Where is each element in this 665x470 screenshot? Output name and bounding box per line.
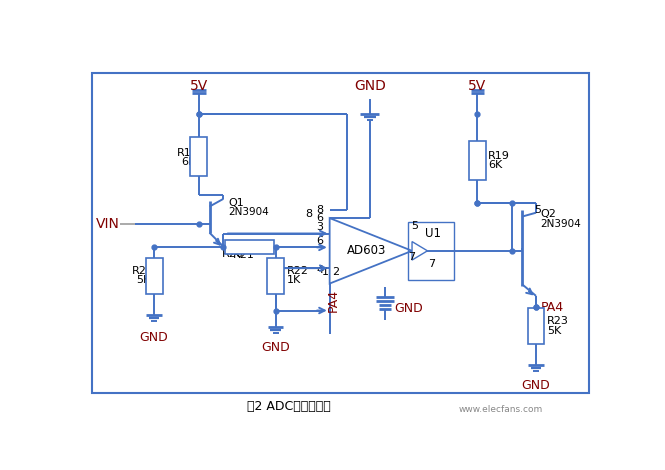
Text: R21: R21 — [132, 266, 154, 276]
Text: www.elecfans.com: www.elecfans.com — [458, 405, 543, 414]
Text: 8: 8 — [306, 209, 313, 219]
Text: GND: GND — [521, 379, 551, 392]
Text: 5K: 5K — [136, 275, 150, 285]
Text: R20: R20 — [222, 249, 244, 259]
Text: 1K: 1K — [287, 275, 301, 285]
Text: 5: 5 — [411, 221, 418, 231]
Text: 5V: 5V — [468, 78, 487, 93]
Text: 6: 6 — [317, 236, 323, 246]
Text: 4K: 4K — [243, 240, 256, 250]
Bar — [225, 241, 274, 254]
Text: 6: 6 — [317, 213, 323, 223]
Text: R19: R19 — [488, 151, 510, 161]
Text: 2N3904: 2N3904 — [228, 207, 269, 217]
Text: 4: 4 — [317, 265, 323, 274]
Text: 5K: 5K — [547, 326, 561, 336]
Text: 6K: 6K — [488, 160, 503, 170]
Text: R22: R22 — [287, 266, 309, 276]
Bar — [527, 308, 545, 344]
Text: 3: 3 — [317, 222, 323, 232]
Text: 6K: 6K — [181, 157, 195, 167]
Text: 8: 8 — [317, 205, 323, 215]
Bar — [146, 258, 162, 294]
Polygon shape — [330, 218, 412, 283]
Text: 7: 7 — [428, 259, 435, 269]
Bar — [469, 141, 486, 180]
Polygon shape — [412, 242, 428, 260]
Text: GND: GND — [354, 78, 386, 93]
Text: GND: GND — [394, 302, 422, 315]
Text: 2N3904: 2N3904 — [541, 219, 581, 229]
Text: 5V: 5V — [190, 78, 208, 93]
Text: GND: GND — [140, 331, 168, 344]
Text: 5: 5 — [534, 205, 541, 215]
Text: GND: GND — [261, 341, 290, 354]
Text: VIN: VIN — [96, 217, 120, 231]
Text: Q1: Q1 — [228, 198, 244, 208]
Text: R21: R21 — [233, 250, 254, 260]
Bar — [408, 222, 454, 280]
Text: 7: 7 — [408, 251, 416, 262]
Bar — [92, 73, 589, 393]
Text: R23: R23 — [547, 316, 569, 326]
Bar — [267, 258, 284, 294]
Text: Q2: Q2 — [541, 209, 557, 219]
Text: 2: 2 — [332, 267, 339, 277]
Text: 4K: 4K — [243, 240, 256, 250]
Text: 图2 ADC匹配电路图: 图2 ADC匹配电路图 — [247, 400, 331, 413]
Text: U1: U1 — [425, 227, 441, 240]
Text: 1: 1 — [322, 267, 329, 277]
Text: PA4: PA4 — [327, 290, 340, 313]
Text: AD603: AD603 — [347, 244, 386, 258]
Text: R18: R18 — [177, 148, 199, 157]
Bar — [190, 137, 207, 176]
Text: PA4: PA4 — [541, 301, 564, 314]
